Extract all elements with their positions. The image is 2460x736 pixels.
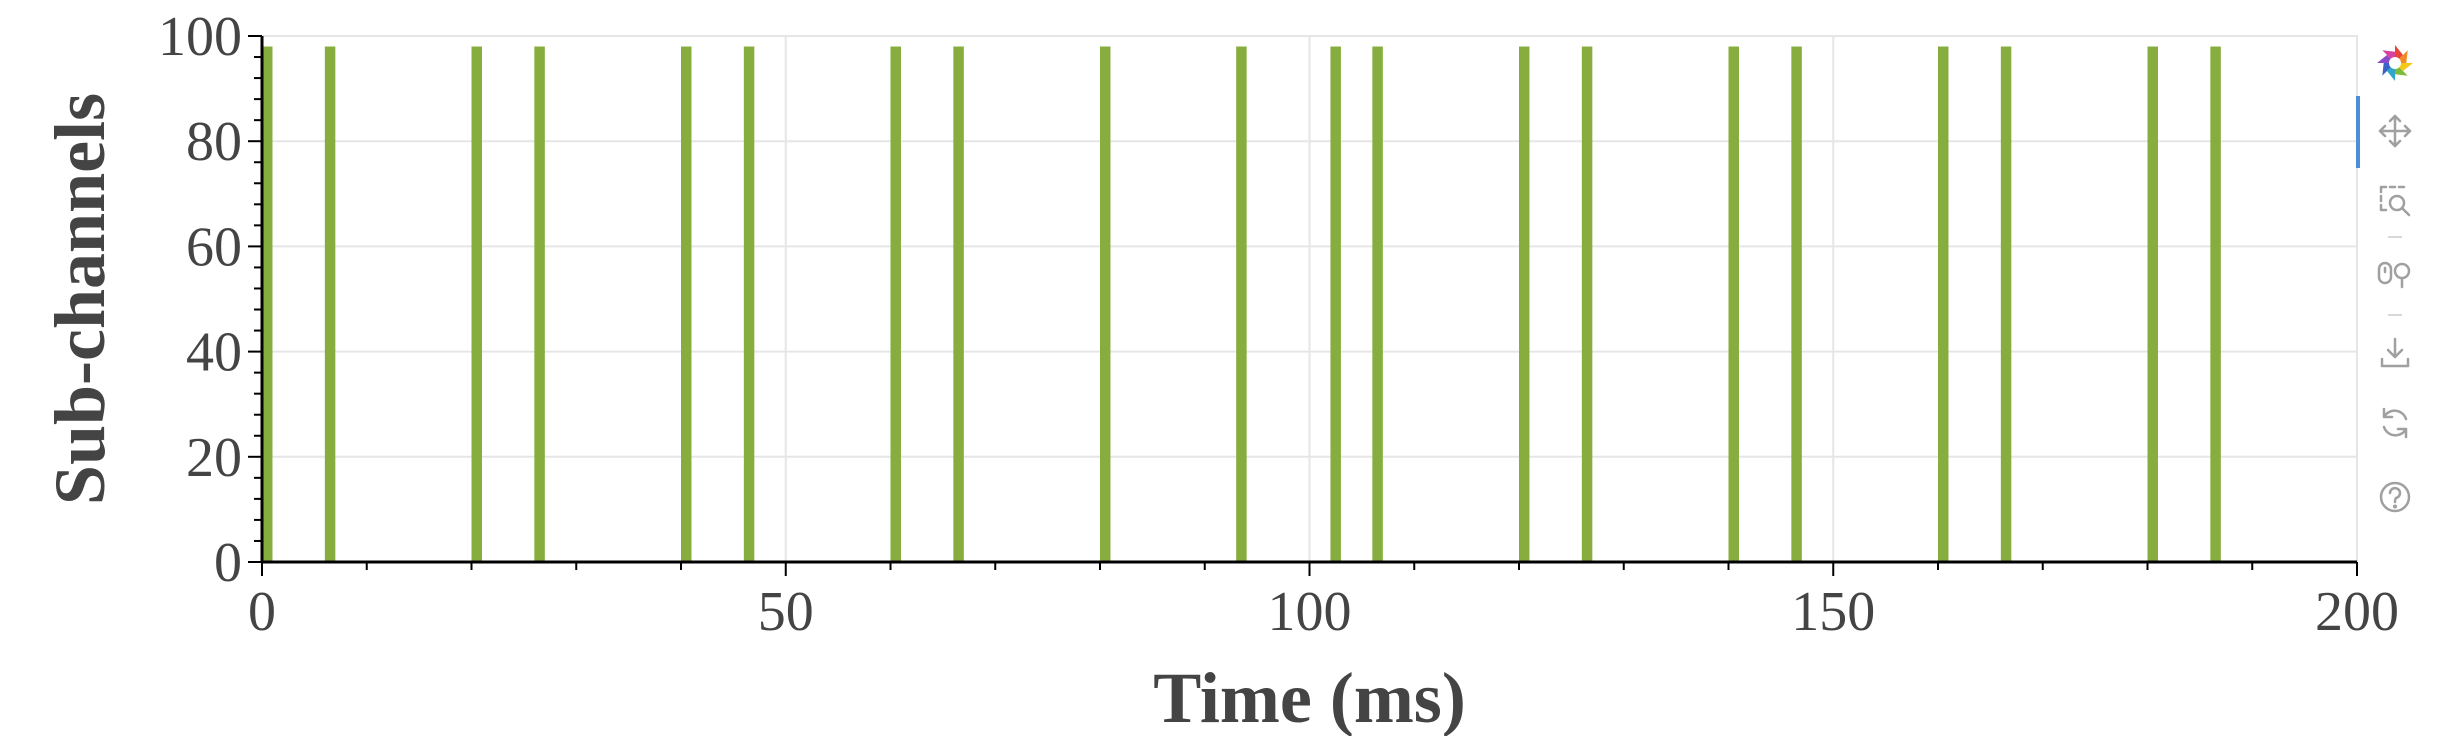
- bar: [2210, 46, 2221, 562]
- y-tick-label: 0: [214, 532, 242, 594]
- y-tick-label: 40: [186, 322, 242, 384]
- bar: [953, 46, 964, 562]
- bar: [1938, 46, 1949, 562]
- bar: [471, 46, 482, 562]
- bar: [1728, 46, 1739, 562]
- bar: [890, 46, 901, 562]
- x-tick-label: 0: [248, 581, 276, 643]
- x-tick-label: 150: [1791, 581, 1875, 643]
- x-tick-label: 100: [1268, 581, 1352, 643]
- bar: [534, 46, 545, 562]
- bar: [1330, 46, 1341, 562]
- bar: [1581, 46, 1593, 562]
- toolbar-divider: [2388, 314, 2402, 316]
- save-icon[interactable]: [2370, 328, 2420, 378]
- wheel-zoom-icon[interactable]: [2370, 248, 2420, 298]
- help-icon[interactable]: [2370, 472, 2420, 522]
- reset-icon[interactable]: [2370, 398, 2420, 448]
- axes: 0 50 100 150 200 0 20 40 60 80 100: [158, 6, 2399, 643]
- x-axis-title: Time (ms): [1153, 658, 1466, 736]
- bar: [1519, 46, 1530, 562]
- toolbar-divider: [2388, 236, 2402, 238]
- active-tool-indicator: [2356, 96, 2360, 168]
- box-zoom-icon[interactable]: [2370, 176, 2420, 226]
- bokeh-logo-icon[interactable]: [2370, 38, 2420, 88]
- bar: [324, 46, 336, 562]
- bar: [681, 46, 692, 562]
- y-axis-title: Sub-channels: [40, 93, 120, 505]
- x-tick-label: 200: [2315, 581, 2399, 643]
- toolbar: [2352, 24, 2438, 524]
- y-tick-label: 60: [186, 216, 242, 278]
- y-tick-label: 100: [158, 6, 242, 68]
- bar: [1791, 46, 1802, 562]
- x-tick-label: 50: [758, 581, 814, 643]
- bar: [2147, 46, 2158, 562]
- bar: [1236, 46, 1247, 562]
- y-tick-label: 20: [186, 427, 242, 489]
- bar: [1372, 46, 1383, 562]
- pan-icon[interactable]: [2370, 106, 2420, 156]
- bars: [262, 46, 2221, 562]
- bar: [262, 46, 273, 562]
- bar: [1100, 46, 1111, 562]
- y-tick-label: 80: [186, 111, 242, 173]
- bar: [743, 46, 755, 562]
- bar: [2000, 46, 2012, 562]
